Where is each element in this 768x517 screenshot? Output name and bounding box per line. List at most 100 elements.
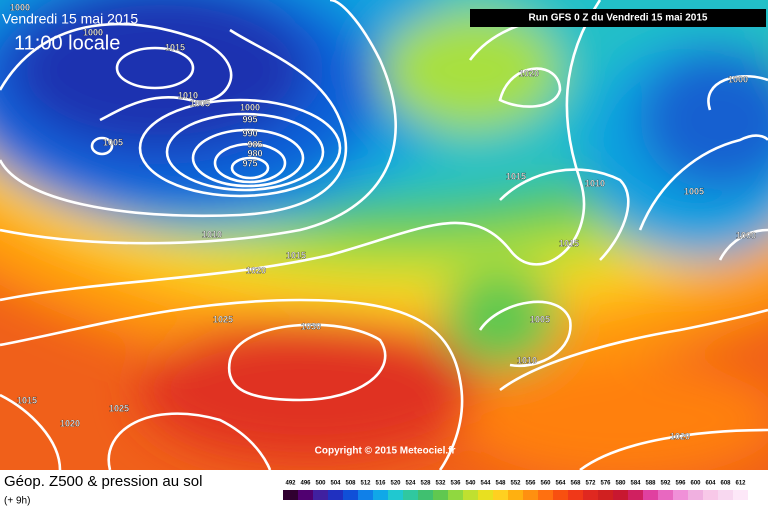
legend-label: 524 — [405, 481, 416, 487]
legend-swatch — [673, 490, 688, 500]
legend-label: 552 — [510, 481, 521, 487]
isobar-label: 1010 — [585, 178, 605, 188]
legend-swatch — [328, 490, 343, 500]
legend-swatch — [658, 490, 673, 500]
legend-swatch — [343, 490, 358, 500]
legend-label: 540 — [465, 481, 476, 487]
isobar-label: 1010 — [517, 355, 537, 365]
isobar-label: 1000 — [728, 74, 748, 84]
legend-label: 584 — [630, 481, 641, 487]
isobar-label: 1020 — [670, 431, 690, 441]
isobar-label: 1000 — [10, 2, 30, 12]
legend-label: 512 — [360, 481, 371, 487]
isobar-label: 985 — [247, 139, 262, 149]
legend-swatch — [283, 490, 298, 500]
isobar-label: 1030 — [301, 321, 321, 331]
legend-label: 536 — [450, 481, 461, 487]
isobar-label: 1005 — [684, 186, 704, 196]
legend-label: 592 — [660, 481, 671, 487]
isobar-label: 1020 — [519, 68, 539, 78]
isobar-label: 1015 — [506, 171, 526, 181]
legend-swatch — [733, 490, 748, 500]
date-label: Vendredi 15 mai 2015 — [2, 11, 138, 27]
legend-label: 492 — [285, 481, 296, 487]
legend-label: 588 — [645, 481, 656, 487]
isobar-label: 1000 — [83, 27, 103, 37]
legend-swatch — [523, 490, 538, 500]
legend-label: 508 — [345, 481, 356, 487]
legend-label: 556 — [525, 481, 536, 487]
legend-label: 520 — [390, 481, 401, 487]
isobar-label: 975 — [242, 158, 257, 168]
isobar-label: 1015 — [165, 42, 185, 52]
legend-label: 516 — [375, 481, 386, 487]
legend-label: 548 — [495, 481, 506, 487]
legend-swatch — [568, 490, 583, 500]
color-legend: 492 496 500 504 508 512 516 520 524 528 532 536 540 5… — [283, 481, 748, 500]
isobar-label: 980 — [247, 148, 262, 158]
legend-label: 568 — [570, 481, 581, 487]
legend-swatch — [373, 490, 388, 500]
isobar-label: 990 — [242, 128, 257, 138]
footer-title: Géop. Z500 & pression au sol — [4, 473, 202, 490]
isobar-label: 1020 — [60, 418, 80, 428]
isobar-label: 1020 — [246, 265, 266, 275]
isobar-label: 1015 — [17, 395, 37, 405]
legend-swatch — [688, 490, 703, 500]
legend-swatch — [403, 490, 418, 500]
legend-swatch — [628, 490, 643, 500]
legend-label: 560 — [540, 481, 551, 487]
legend-swatch — [613, 490, 628, 500]
run-label: Run GFS 0 Z du Vendredi 15 mai 2015 — [529, 13, 708, 24]
legend-swatch — [703, 490, 718, 500]
legend-label: 600 — [690, 481, 701, 487]
legend-swatch — [448, 490, 463, 500]
legend-swatch — [433, 490, 448, 500]
legend-swatch — [583, 490, 598, 500]
legend-swatch — [718, 490, 733, 500]
isobars — [0, 0, 768, 472]
legend-label: 544 — [480, 481, 491, 487]
legend-label: 576 — [600, 481, 611, 487]
legend-label: 500 — [315, 481, 326, 487]
legend-swatch — [463, 490, 478, 500]
legend-swatch — [478, 490, 493, 500]
legend-label: 596 — [675, 481, 686, 487]
legend-swatch — [358, 490, 373, 500]
isobar-label: 1025 — [109, 403, 129, 413]
isobar-label: 1015 — [559, 238, 579, 248]
legend-label: 564 — [555, 481, 566, 487]
legend-label: 612 — [735, 481, 746, 487]
legend-swatch — [298, 490, 313, 500]
isobar-label: 1000 — [240, 102, 260, 112]
isobar-label: 1025 — [213, 314, 233, 324]
isobar-label: 1005 — [530, 314, 550, 324]
isobar-label: 1010 — [178, 90, 198, 100]
legend-label: 532 — [435, 481, 446, 487]
legend-swatch — [418, 490, 433, 500]
legend-label: 608 — [720, 481, 731, 487]
legend-swatch — [643, 490, 658, 500]
legend-label: 528 — [420, 481, 431, 487]
legend-label: 604 — [705, 481, 716, 487]
isobar-label: 1005 — [190, 98, 210, 108]
legend-swatch — [553, 490, 568, 500]
isobar-label: 1010 — [202, 229, 222, 239]
legend-swatch — [493, 490, 508, 500]
legend-label: 496 — [300, 481, 311, 487]
footer-lead: (+ 9h) — [4, 496, 30, 507]
copyright: Copyright © 2015 Meteociel.fr — [315, 446, 456, 457]
run-box — [470, 9, 766, 27]
isobar-label: 1005 — [103, 137, 123, 147]
legend-swatch — [538, 490, 553, 500]
legend-label: 572 — [585, 481, 596, 487]
legend-label: 504 — [330, 481, 341, 487]
isobar-label: 1000 — [736, 230, 756, 240]
isobar-label: 995 — [242, 114, 257, 124]
legend-swatch — [313, 490, 328, 500]
isobar-label: 1015 — [286, 250, 306, 260]
time-label: 11:00 locale — [14, 32, 120, 54]
legend-swatch — [388, 490, 403, 500]
